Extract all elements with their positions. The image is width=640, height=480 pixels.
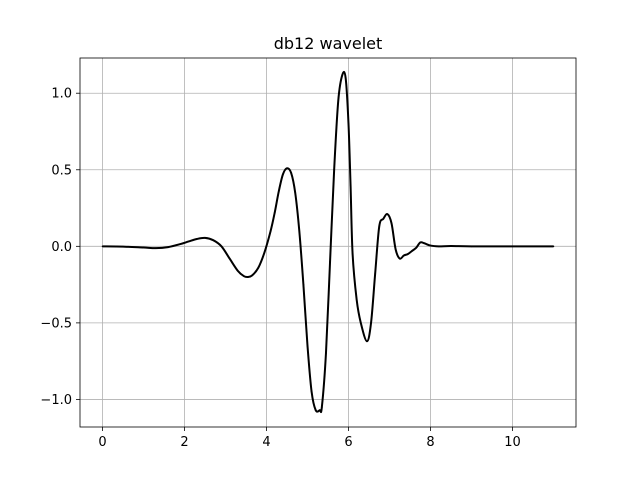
plot-area-frame — [79, 57, 577, 428]
series-group — [101, 70, 555, 414]
data-point — [142, 246, 145, 249]
y-tick-label: 0.5 — [51, 163, 72, 178]
data-point — [302, 283, 305, 286]
y-tick-label: 1.0 — [51, 87, 72, 102]
data-point — [319, 409, 321, 411]
data-point — [355, 299, 358, 301]
data-point — [470, 245, 473, 248]
data-point — [179, 243, 182, 245]
x-tick-label: 2 — [180, 435, 188, 450]
data-point — [374, 273, 376, 275]
data-point — [101, 245, 104, 248]
ticks: 0 2 4 6 8 10 −1.0 −0.5 0.0 0.5 1.0 — [40, 87, 520, 450]
data-point — [187, 240, 190, 243]
data-point — [167, 246, 169, 248]
data-point — [286, 167, 288, 170]
data-point — [196, 238, 198, 240]
data-point — [390, 222, 393, 225]
data-point — [337, 100, 340, 102]
x-tick-label: 0 — [98, 435, 106, 450]
data-point — [378, 225, 381, 228]
data-point — [351, 253, 354, 255]
data-point — [386, 213, 389, 215]
data-point — [333, 168, 335, 171]
data-point — [269, 230, 272, 232]
data-point — [349, 184, 352, 186]
x-tick-label: 8 — [426, 435, 434, 450]
data-point — [282, 173, 284, 176]
data-point — [429, 244, 432, 247]
data-point — [382, 217, 385, 220]
data-point — [552, 245, 555, 248]
x-tick-label: 6 — [344, 435, 352, 450]
data-point — [329, 260, 331, 263]
data-point — [366, 340, 368, 343]
data-point — [212, 239, 215, 241]
grid — [80, 58, 576, 427]
data-point — [344, 77, 347, 79]
data-point — [415, 247, 417, 249]
data-point — [325, 352, 327, 355]
y-tick-label: −0.5 — [40, 316, 72, 331]
data-point — [263, 251, 266, 254]
data-point — [204, 237, 206, 239]
y-tick-label: 0.0 — [51, 240, 72, 255]
data-point — [294, 191, 297, 194]
data-point — [321, 406, 323, 408]
data-point — [398, 257, 401, 260]
data-point — [273, 211, 276, 214]
data-point — [278, 190, 280, 193]
data-point — [237, 270, 239, 272]
data-point — [437, 245, 440, 248]
data-point — [423, 242, 426, 245]
data-point — [411, 250, 413, 252]
data-point — [220, 245, 223, 248]
data-point — [243, 275, 245, 277]
data-point — [306, 345, 309, 347]
data-point — [403, 254, 405, 257]
data-point — [370, 322, 372, 324]
wavelet-line — [102, 70, 554, 414]
data-point — [247, 276, 249, 278]
data-point — [257, 266, 260, 269]
data-point — [251, 274, 253, 277]
data-point — [394, 248, 397, 251]
data-point — [359, 322, 362, 324]
data-point — [290, 172, 292, 174]
data-point — [155, 247, 157, 249]
data-point — [310, 390, 313, 393]
data-point — [314, 409, 317, 411]
chart-title: db12 wavelet — [274, 34, 383, 53]
data-point — [122, 245, 124, 248]
data-points — [101, 74, 555, 411]
x-tick-label: 10 — [504, 435, 521, 450]
data-point — [341, 74, 344, 76]
data-point — [407, 253, 409, 255]
data-point — [347, 123, 350, 125]
data-point — [228, 257, 231, 260]
data-point — [298, 230, 301, 232]
data-point — [450, 245, 452, 247]
data-point — [419, 241, 422, 244]
y-tick-label: −1.0 — [40, 393, 72, 408]
x-tick-label: 4 — [262, 435, 270, 450]
data-point — [511, 245, 514, 248]
